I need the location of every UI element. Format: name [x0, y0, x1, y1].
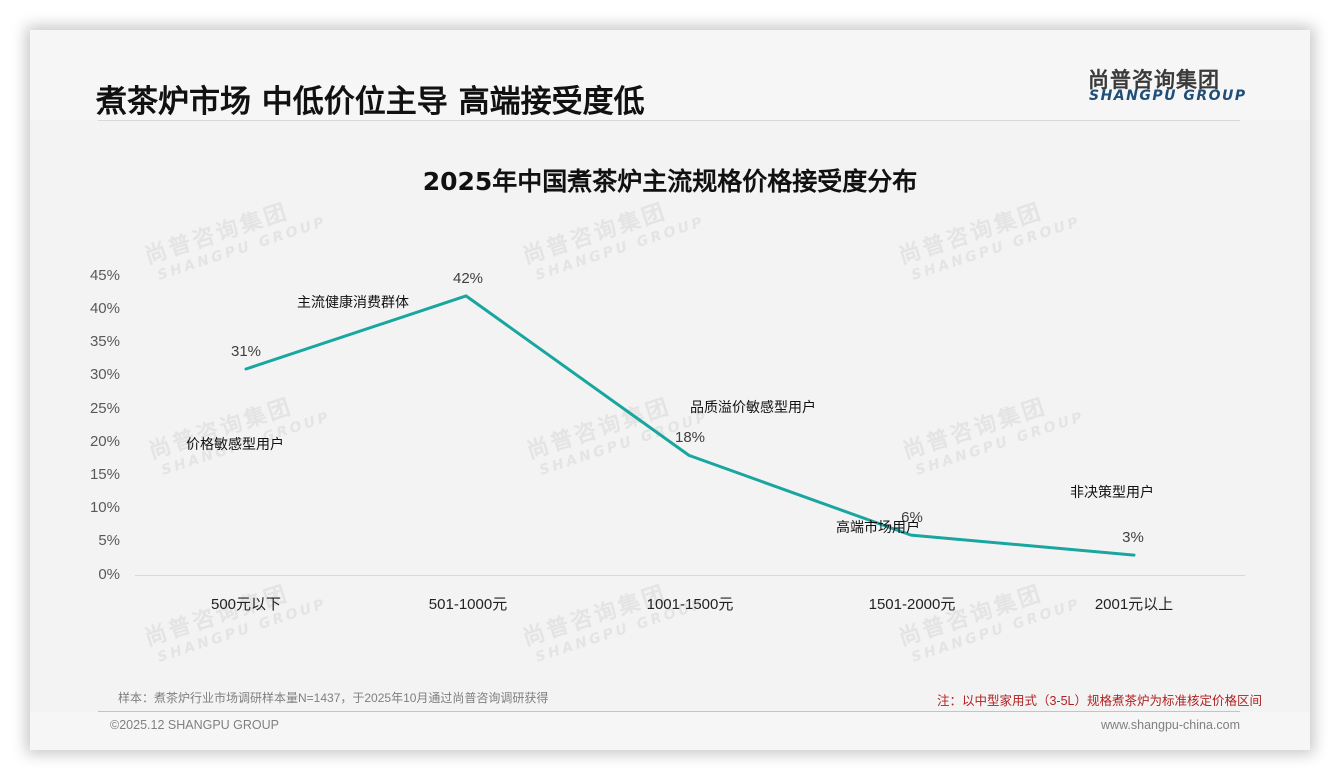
- y-tick-label: 30%: [89, 366, 120, 383]
- footer-divider: [98, 711, 1240, 712]
- copyright: ©2025.12 SHANGPU GROUP: [110, 718, 279, 732]
- y-tick-label: 20%: [89, 433, 120, 450]
- data-label: 3%: [1122, 529, 1144, 546]
- x-tick-label: 1501-2000元: [868, 596, 956, 613]
- x-axis-line: [135, 575, 1245, 576]
- x-tick-label: 501-1000元: [428, 596, 508, 613]
- header-divider: [98, 120, 1240, 121]
- annotation-quality-premium: 品质溢价敏感型用户: [690, 399, 816, 415]
- data-label: 31%: [230, 343, 262, 360]
- page-title: 煮茶炉市场 中低价位主导 高端接受度低: [96, 84, 645, 120]
- y-tick-label: 25%: [89, 400, 120, 417]
- x-tick-label: 1001-1500元: [646, 596, 734, 613]
- annotation-high-end: 高端市场用户: [836, 519, 920, 535]
- data-label: 6%: [901, 509, 923, 526]
- annotation-non-decision: 非决策型用户: [1070, 484, 1154, 500]
- data-label: 42%: [452, 270, 484, 287]
- source-note: 样本：煮茶炉行业市场调研样本量N=1437，于2025年10月通过尚普咨询调研获…: [118, 691, 549, 705]
- chart-title: 2025年中国煮茶炉主流规格价格接受度分布: [422, 167, 918, 196]
- line-series: [244, 294, 1136, 557]
- y-tick-label: 15%: [89, 466, 120, 483]
- y-tick-label: 10%: [89, 499, 120, 516]
- logo-chinese: 尚普咨询集团: [1088, 68, 1220, 92]
- data-label: 18%: [674, 429, 706, 446]
- annotation-mainstream: 主流健康消费群体: [297, 294, 409, 310]
- price-range-note: 注：以中型家用式（3-5L）规格煮茶炉为标准核定价格区间: [936, 694, 1262, 708]
- x-tick-label: 2001元以上: [1094, 596, 1174, 613]
- x-tick-label: 500元以下: [210, 596, 282, 613]
- y-tick-label: 5%: [98, 532, 120, 549]
- logo-english: SHANGPU GROUP: [1089, 88, 1247, 104]
- y-tick-label: 45%: [89, 267, 120, 284]
- y-tick-label: 0%: [98, 566, 120, 583]
- y-tick-label: 40%: [89, 300, 120, 317]
- annotation-price-sensitive: 价格敏感型用户: [186, 436, 284, 452]
- footer-band: [30, 712, 1310, 750]
- website-link[interactable]: www.shangpu-china.com: [1101, 718, 1240, 732]
- header-band: [30, 30, 1310, 120]
- y-tick-label: 35%: [89, 333, 120, 350]
- slide: 煮茶炉市场 中低价位主导 高端接受度低 尚普咨询集团 SHANGPU GROUP…: [30, 30, 1310, 750]
